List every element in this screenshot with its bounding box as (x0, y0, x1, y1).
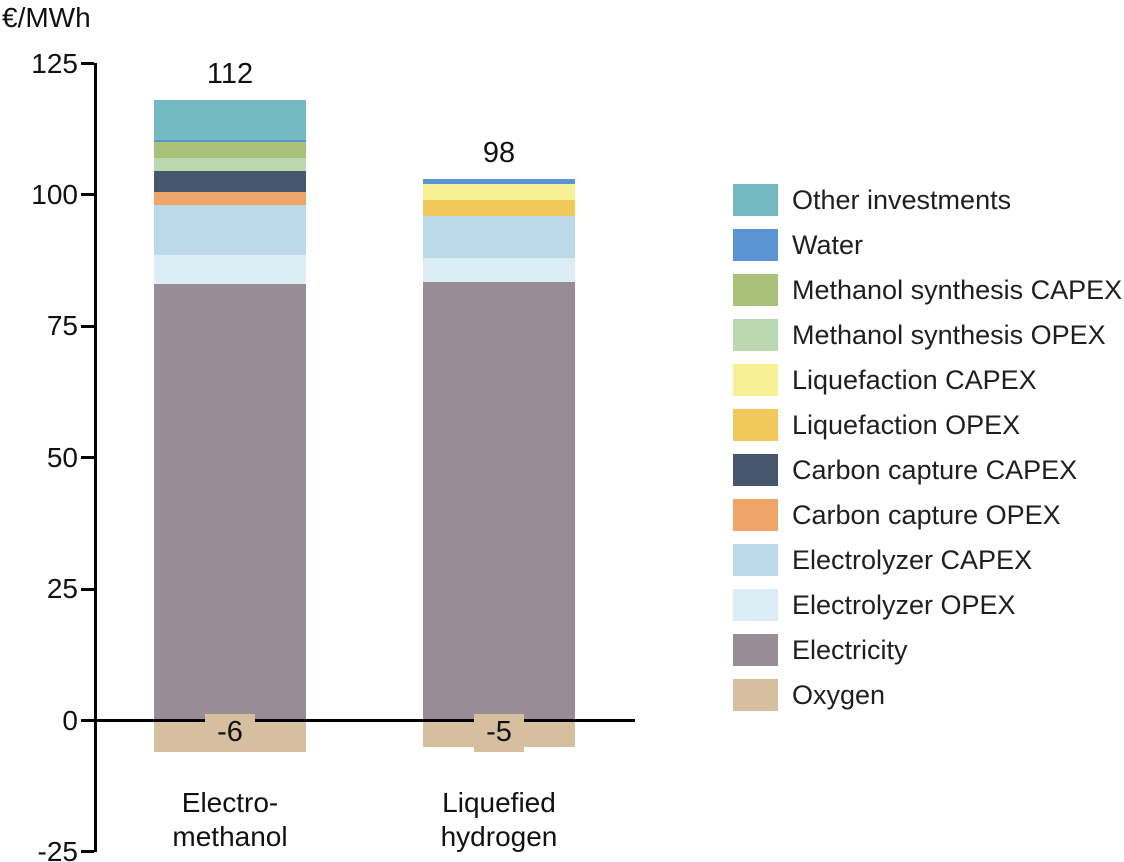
ytick-mark-75 (81, 324, 94, 328)
legend-item-water: Water (733, 229, 1122, 261)
legend-label: Liquefaction CAPEX (792, 365, 1037, 395)
bar-negative-label: -6 (154, 714, 306, 752)
ytick-label-75: 75 (46, 310, 78, 342)
ytick-mark-125 (81, 62, 94, 65)
legend-label: Methanol synthesis CAPEX (792, 275, 1123, 305)
ytick-label-100: 100 (31, 178, 78, 210)
legend-item-oxygen: Oxygen (733, 679, 1122, 711)
bar-segment-water (154, 139, 306, 143)
legend-swatch-icon (733, 364, 778, 396)
bar-segment-electrolyzer-capex (154, 205, 306, 256)
legend-item-electrolyzer-opex: Electrolyzer OPEX (733, 589, 1122, 621)
ytick-label-50: 50 (46, 441, 78, 473)
legend-label: Other investments (792, 185, 1012, 215)
bar-segment-liquefaction-opex (423, 200, 575, 216)
legend-swatch-icon (733, 589, 778, 621)
bar-segment-electrolyzer-capex (423, 215, 575, 258)
legend-item-other-investments: Other investments (733, 184, 1122, 216)
legend-label: Oxygen (792, 680, 886, 710)
ytick-label--25: -25 (37, 835, 78, 862)
legend-swatch-icon (733, 274, 778, 306)
category-label: Electro-methanol (172, 787, 288, 852)
bar-segment-liquefaction-capex (423, 184, 575, 201)
legend-label: Water (792, 230, 864, 260)
bar-total-label: 112 (206, 58, 254, 91)
bar-segment-electrolyzer-opex (154, 255, 306, 285)
ytick-mark--25 (81, 850, 94, 854)
legend-item-electrolyzer-capex: Electrolyzer CAPEX (733, 544, 1122, 576)
legend-swatch-icon (733, 229, 778, 261)
legend-swatch-icon (733, 184, 778, 216)
legend-swatch-icon (733, 679, 778, 711)
bar-segment-electrolyzer-opex (423, 257, 575, 282)
legend-swatch-icon (733, 319, 778, 351)
ytick-label-0: 0 (62, 704, 78, 736)
legend-label: Methanol synthesis OPEX (792, 320, 1106, 350)
ytick-mark-0 (81, 719, 94, 722)
y-axis-title: €/MWh (2, 2, 91, 33)
legend-item-liquefaction-capex: Liquefaction CAPEX (733, 364, 1122, 396)
legend-item-electricity: Electricity (733, 634, 1122, 666)
legend-label: Carbon capture CAPEX (792, 455, 1078, 485)
legend-label: Electrolyzer CAPEX (792, 545, 1033, 575)
legend-swatch-icon (733, 499, 778, 531)
legend-label: Electricity (792, 635, 908, 665)
bar-segment-other-investments (154, 100, 306, 140)
legend-item-carbon-capture-capex: Carbon capture CAPEX (733, 454, 1122, 486)
bar-segment-electricity (154, 284, 306, 721)
legend-label: Carbon capture OPEX (792, 500, 1061, 530)
bar-segment-carbon-capture-opex (154, 192, 306, 206)
ytick-mark-25 (81, 587, 94, 591)
ytick-mark-50 (81, 456, 94, 460)
zero-baseline (94, 719, 635, 722)
legend-item-methanol-synthesis-capex: Methanol synthesis CAPEX (733, 274, 1122, 306)
legend-swatch-icon (733, 454, 778, 486)
category-label: Liquefied hydrogen (440, 787, 558, 852)
legend-item-methanol-synthesis-opex: Methanol synthesis OPEX (733, 319, 1122, 351)
ytick-mark-100 (81, 193, 94, 197)
legend-item-liquefaction-opex: Liquefaction OPEX (733, 409, 1122, 441)
legend-label: Electrolyzer OPEX (792, 590, 1016, 620)
bar-segment-methanol-synthesis-opex (154, 158, 306, 172)
bar-segment-water (423, 179, 575, 185)
bar-segment-carbon-capture-capex (154, 171, 306, 193)
legend-swatch-icon (733, 634, 778, 666)
legend-swatch-icon (733, 544, 778, 576)
bar-segment-methanol-synthesis-capex (154, 142, 306, 159)
legend-swatch-icon (733, 409, 778, 441)
legend-item-carbon-capture-opex: Carbon capture OPEX (733, 499, 1122, 531)
ytick-label-125: 125 (31, 47, 78, 79)
legend: Other investments Water Methanol synthesis… (733, 184, 1122, 724)
bar-segment-electricity (423, 281, 575, 721)
y-axis-line (94, 63, 97, 852)
bar-total-label: 98 (482, 137, 516, 170)
bar-negative-label: -5 (423, 714, 575, 752)
ytick-label-25: 25 (46, 573, 78, 605)
legend-label: Liquefaction OPEX (792, 410, 1021, 440)
